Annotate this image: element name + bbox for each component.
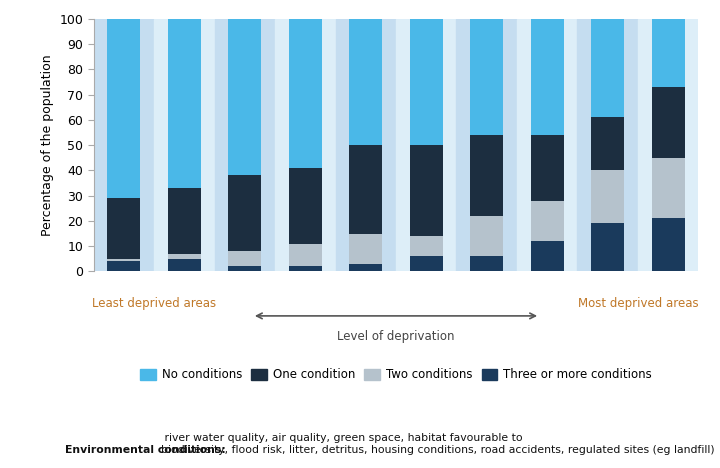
Bar	[275, 19, 336, 271]
Bar	[289, 19, 322, 168]
Bar	[470, 256, 503, 271]
Text: Level of deprivation: Level of deprivation	[337, 330, 455, 343]
Bar	[652, 158, 685, 219]
Bar	[591, 19, 624, 117]
Bar	[531, 241, 564, 271]
Bar	[652, 19, 685, 87]
Bar	[531, 135, 564, 201]
Bar	[531, 201, 564, 241]
Bar	[336, 19, 396, 271]
Bar	[396, 19, 456, 271]
Bar	[228, 266, 261, 271]
Bar	[154, 19, 215, 271]
Text: Most deprived areas: Most deprived areas	[577, 297, 698, 310]
Bar	[638, 19, 698, 271]
Bar	[94, 19, 154, 271]
Bar	[349, 234, 382, 264]
Bar	[591, 170, 624, 223]
Text: river water quality, air quality, green space, habitat favourable to
biodiversit: river water quality, air quality, green …	[161, 433, 715, 455]
Bar	[517, 19, 577, 271]
Bar	[228, 251, 261, 266]
Text: Least deprived areas: Least deprived areas	[92, 297, 216, 310]
Bar	[228, 19, 261, 176]
Bar	[168, 254, 201, 259]
Bar	[107, 259, 140, 261]
Bar	[652, 87, 685, 158]
Bar	[289, 266, 322, 271]
Bar	[289, 168, 322, 244]
Bar	[349, 19, 382, 145]
Bar	[228, 176, 261, 251]
Text: Environmental conditions:: Environmental conditions:	[65, 445, 225, 455]
Bar	[531, 19, 564, 135]
Bar	[107, 261, 140, 271]
Bar	[591, 223, 624, 271]
Legend: No conditions, One condition, Two conditions, Three or more conditions: No conditions, One condition, Two condit…	[140, 368, 652, 381]
Bar	[410, 19, 443, 145]
Bar	[410, 236, 443, 256]
Bar	[168, 259, 201, 271]
Bar	[107, 19, 140, 198]
Y-axis label: Percentage of the population: Percentage of the population	[41, 54, 54, 236]
Bar	[410, 256, 443, 271]
Bar	[470, 135, 503, 216]
Bar	[591, 117, 624, 170]
Bar	[168, 19, 201, 188]
Bar	[470, 19, 503, 135]
Bar	[577, 19, 638, 271]
Bar	[349, 145, 382, 234]
Bar	[107, 198, 140, 259]
Bar	[410, 145, 443, 236]
Bar	[470, 216, 503, 256]
Bar	[652, 219, 685, 271]
Bar	[215, 19, 275, 271]
Bar	[168, 188, 201, 254]
Bar	[349, 264, 382, 271]
Bar	[456, 19, 517, 271]
Bar	[289, 244, 322, 266]
